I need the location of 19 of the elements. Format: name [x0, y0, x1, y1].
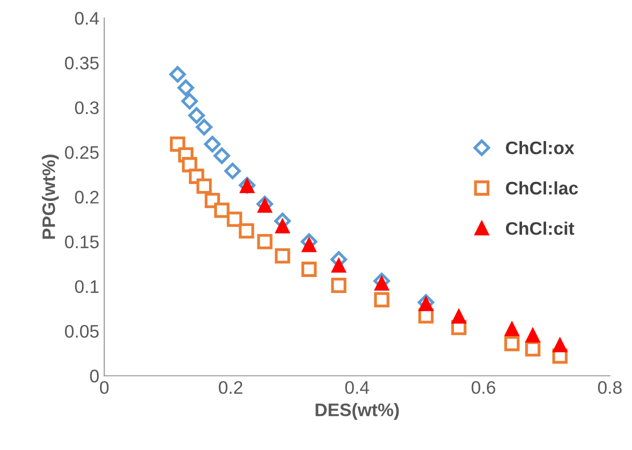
x-tick-label: 0.2	[218, 381, 242, 394]
y-tick-label: 0.15	[64, 236, 99, 248]
legend-label: ChCl:lac	[506, 181, 578, 195]
y-axis-title: PPG(wt%)	[42, 154, 59, 239]
y-tick-label: 0.35	[64, 56, 99, 70]
x-tick-label: 0.8	[598, 381, 622, 394]
y-tick-label: 0.25	[64, 146, 99, 159]
x-axis-title: DES(wt%)	[316, 403, 399, 420]
y-tick-label: 0	[90, 370, 99, 382]
legend-label: ChCl:ox	[506, 141, 574, 154]
legend-label: ChCl:cit	[506, 222, 574, 235]
x-tick-label: 0.4	[345, 381, 370, 394]
y-tick-label: 0.05	[64, 324, 99, 338]
x-tick-label: 0	[100, 381, 109, 394]
y-tick-label: 0.1	[75, 280, 99, 294]
x-tick-label: 0.6	[472, 381, 496, 394]
y-tick-label: 0.4	[75, 12, 99, 25]
y-tick-label: 0.2	[75, 190, 99, 204]
y-tick-label: 0.3	[75, 101, 99, 114]
